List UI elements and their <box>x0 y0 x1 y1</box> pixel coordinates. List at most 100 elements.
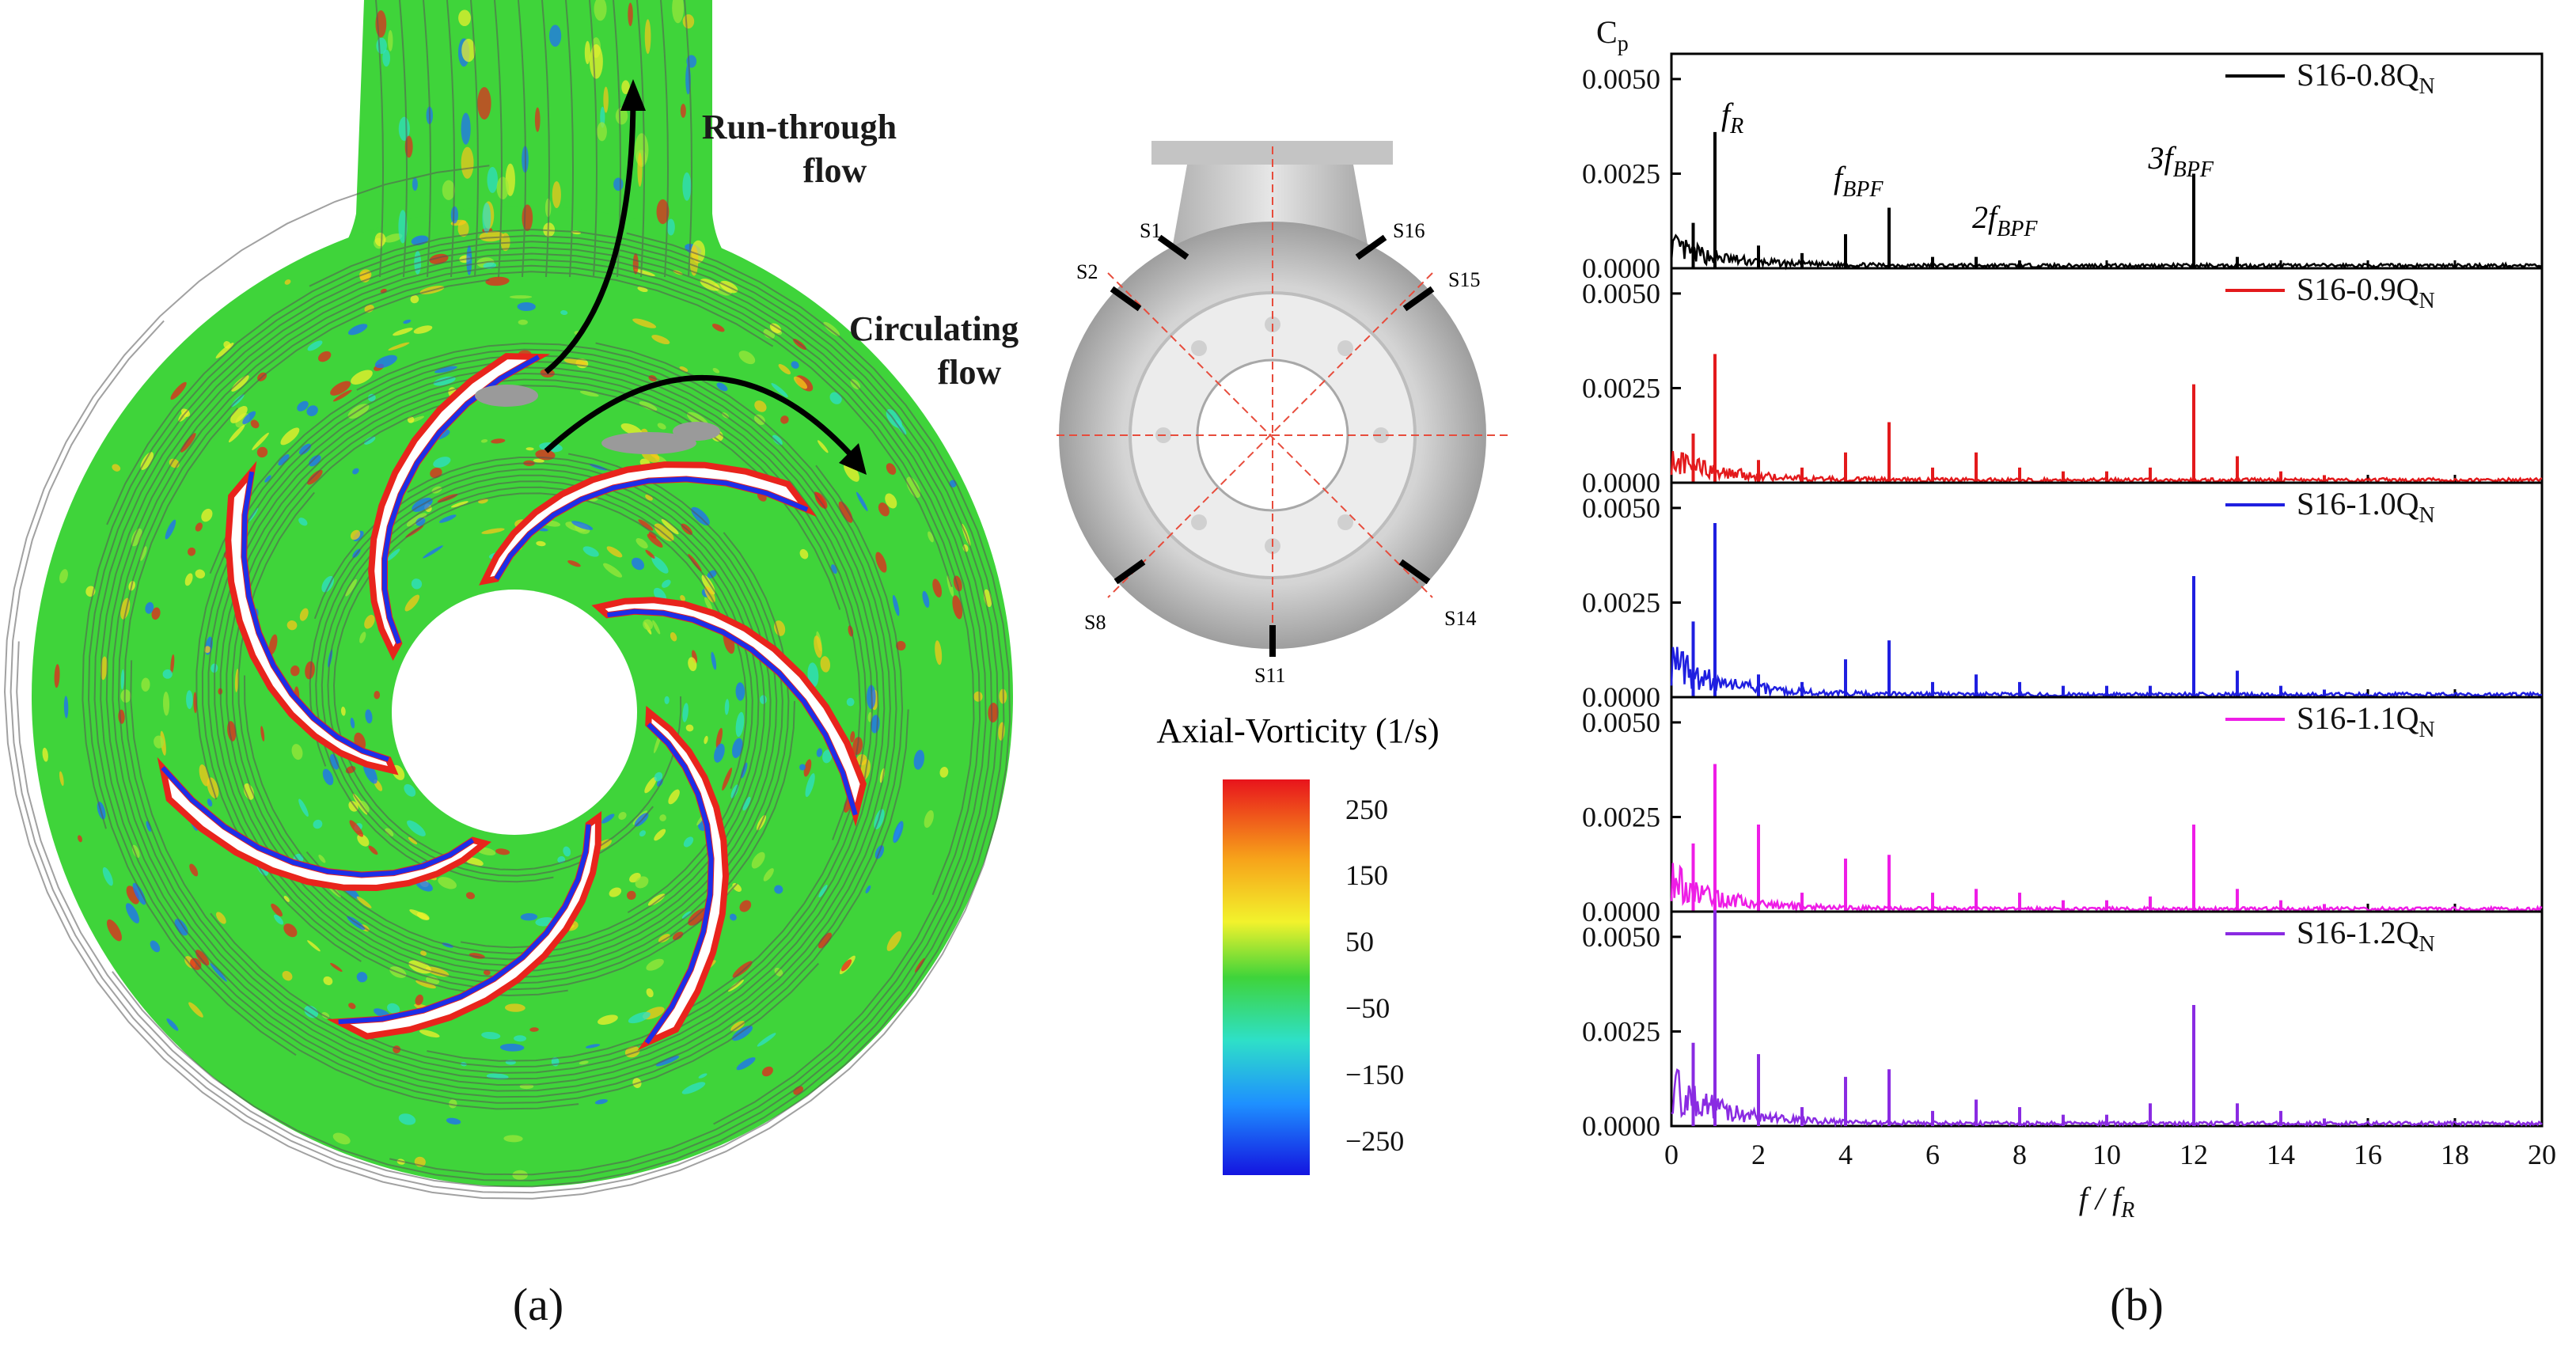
vorticity-speckle <box>771 382 788 398</box>
streamline <box>660 0 669 278</box>
peak-label: fR <box>1721 97 1743 138</box>
vorticity-speckle <box>170 654 175 674</box>
y-tick-label: 0.0050 <box>1582 278 1660 309</box>
vorticity-speckle <box>42 747 48 762</box>
vorticity-speckle <box>597 122 607 142</box>
vorticity-speckle <box>688 908 709 926</box>
vorticity-speckle <box>529 1027 539 1032</box>
vorticity-speckle <box>411 578 423 590</box>
vorticity-speckle <box>126 885 140 904</box>
vorticity-speckle <box>499 1043 525 1052</box>
vorticity-speckle <box>461 38 476 63</box>
vorticity-speckle <box>638 519 654 531</box>
vorticity-speckle <box>59 771 64 787</box>
vorticity-speckle <box>282 970 293 981</box>
vorticity-speckle <box>376 37 387 55</box>
vorticity-speckle <box>184 573 193 586</box>
vorticity-speckle <box>658 934 670 943</box>
vorticity-speckle <box>751 851 765 869</box>
vorticity-speckle <box>231 375 249 392</box>
vorticity-speckle <box>646 958 664 971</box>
vorticity-speckle <box>350 529 361 540</box>
run-through-label: Run-through <box>702 108 897 146</box>
vorticity-speckle <box>793 376 808 389</box>
vorticity-speckle <box>386 548 400 561</box>
vorticity-speckle <box>283 896 290 902</box>
vorticity-speckle <box>886 463 897 475</box>
vorticity-speckle <box>712 368 720 374</box>
vorticity-speckle <box>634 269 655 276</box>
vorticity-speckle <box>112 464 121 472</box>
vorticity-speckle <box>408 836 418 844</box>
label-S11: S11 <box>1254 664 1286 687</box>
vorticity-speckle <box>374 233 386 247</box>
vorticity-speckle <box>256 446 268 458</box>
vorticity-speckle <box>482 202 491 233</box>
vorticity-speckle <box>947 575 954 597</box>
vorticity-speckle <box>635 538 648 549</box>
vorticity-speckle <box>711 651 717 670</box>
streamline <box>375 0 384 278</box>
vorticity-speckle <box>348 1003 356 1010</box>
streamline <box>684 0 692 278</box>
vorticity-speckle <box>382 49 390 67</box>
vorticity-speckle <box>388 342 410 351</box>
y-tick-label: 0.0025 <box>1582 1015 1660 1047</box>
vorticity-speckle <box>731 738 743 758</box>
vorticity-speckle <box>461 112 471 145</box>
label-S2: S2 <box>1076 260 1098 283</box>
panel-a-caption: (a) <box>513 1279 563 1330</box>
circulating-flow-arrow <box>544 374 857 461</box>
vorticity-speckle <box>274 914 284 925</box>
vorticity-speckle <box>351 370 373 385</box>
vorticity-speckle <box>228 425 245 443</box>
vorticity-speckle <box>481 1031 501 1040</box>
vorticity-speckle <box>664 696 670 704</box>
vorticity-speckle <box>563 846 571 857</box>
vorticity-speckle <box>645 549 655 559</box>
vorticity-speckle <box>357 833 370 847</box>
colorbar-tick: −150 <box>1345 1059 1404 1090</box>
circulating-arrowhead <box>839 443 867 475</box>
vorticity-speckle <box>145 601 154 614</box>
vorticity-speckle <box>763 868 774 882</box>
vorticity-speckle <box>774 967 783 977</box>
vorticity-speckle <box>716 382 728 392</box>
vorticity-speckle <box>204 646 211 654</box>
vorticity-speckle <box>534 107 541 132</box>
vorticity-speckle <box>722 768 733 791</box>
vorticity-speckle <box>666 218 675 236</box>
vorticity-speckle <box>582 546 599 557</box>
vorticity-speckle <box>350 717 355 729</box>
legend-label: S16-0.8QN <box>2297 57 2435 99</box>
x-tick-label: 16 <box>2354 1139 2382 1170</box>
vorticity-speckle <box>170 381 187 400</box>
vorticity-speckle <box>952 595 963 620</box>
vorticity-speckle <box>359 801 370 813</box>
vorticity-speckle <box>594 1099 608 1105</box>
vorticity-speckle <box>682 172 692 201</box>
vorticity-speckle <box>932 578 943 598</box>
vorticity-speckle <box>514 1035 527 1042</box>
streamline <box>321 480 753 914</box>
vorticity-speckle <box>189 863 199 877</box>
vorticity-speckle <box>385 828 394 837</box>
vorticity-speckle <box>298 798 309 817</box>
vorticity-speckle <box>216 912 226 924</box>
vorticity-speckle <box>374 355 397 369</box>
vorticity-speckle <box>736 1057 756 1071</box>
vorticity-speckle <box>672 0 685 24</box>
vorticity-speckle <box>415 980 436 989</box>
vorticity-speckle <box>365 709 373 724</box>
label-S14: S14 <box>1444 607 1476 630</box>
impeller-blade-edge <box>161 766 475 878</box>
vorticity-speckle <box>438 877 457 889</box>
x-tick-label: 12 <box>2180 1139 2208 1170</box>
reference-lines <box>1057 146 1508 657</box>
vorticity-speckle <box>935 640 943 666</box>
legend-label: S16-1.0QN <box>2297 486 2435 528</box>
vorticity-speckle <box>816 748 823 757</box>
label-S16: S16 <box>1393 219 1425 242</box>
vorticity-speckle <box>803 759 812 777</box>
vorticity-speckle <box>223 341 231 349</box>
